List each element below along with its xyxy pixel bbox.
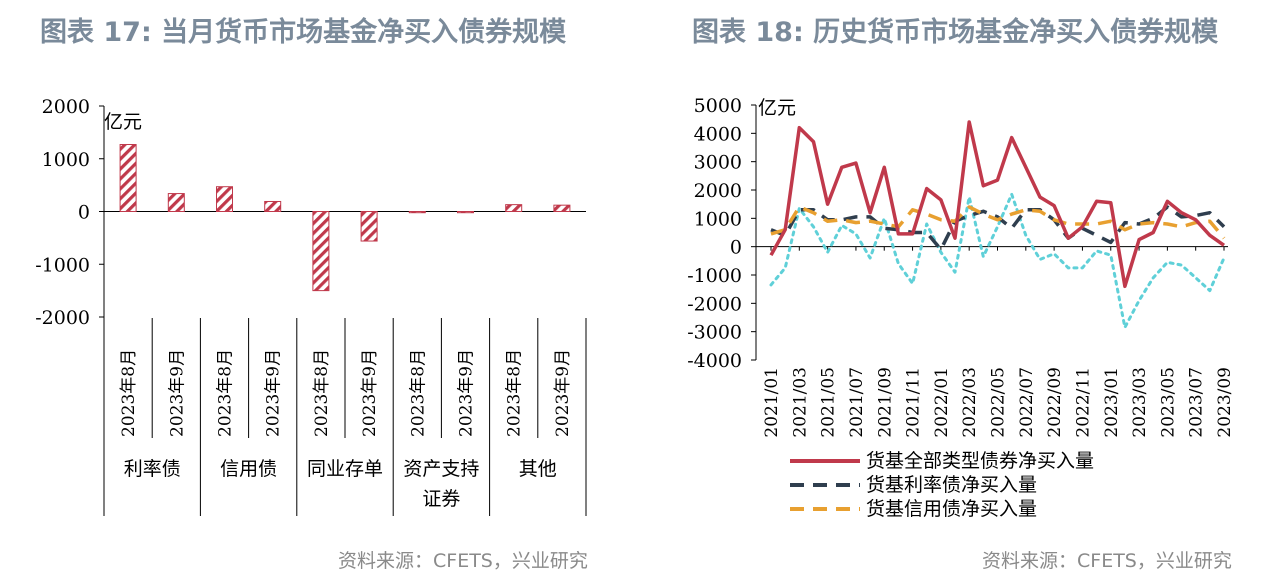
right-x-tick-label: 2022/09: [1045, 367, 1065, 438]
left-category-label: 2023年9月: [457, 349, 477, 437]
right-y-tick-label: -3000: [687, 322, 742, 344]
left-group-label: 证券: [422, 488, 460, 510]
right-x-tick-label: 2023/07: [1187, 367, 1207, 438]
right-y-tick-label: -2000: [687, 293, 742, 315]
right-x-tick-label: 2021/03: [790, 367, 810, 438]
right-y-tick-label: 0: [730, 237, 742, 259]
right-x-tick-label: 2022/05: [989, 367, 1009, 438]
left-category-label: 2023年9月: [360, 349, 380, 437]
left-category-label: 2023年9月: [553, 349, 573, 437]
right-x-tick-label: 2021/09: [875, 367, 895, 438]
left-bar: [505, 204, 523, 213]
left-bar: [553, 204, 571, 212]
left-category-label: 2023年8月: [119, 349, 139, 437]
left-y-tick-label: 0: [78, 202, 90, 224]
right-legend-label: 货基全部类型债券净买入量: [866, 450, 1094, 472]
left-group-label: 利率债: [124, 458, 181, 480]
left-y-tick-label: -2000: [35, 307, 90, 329]
right-series-line: [769, 192, 1226, 329]
right-x-tick-label: 2021/05: [819, 367, 839, 438]
right-legend-label: 货基信用债净买入量: [866, 498, 1037, 520]
left-category-label: 2023年9月: [167, 349, 187, 437]
left-bar: [457, 211, 474, 214]
right-x-tick-label: 2021/07: [847, 367, 867, 438]
left-category-label: 2023年8月: [408, 349, 428, 437]
left-bar: [312, 211, 330, 292]
right-series-line: [770, 205, 1226, 252]
left-category-label: 2023年9月: [264, 349, 284, 437]
left-category-label: 2023年8月: [505, 349, 525, 437]
left-y-tick-label: 1000: [42, 149, 90, 171]
right-x-tick-label: 2023/01: [1102, 367, 1122, 438]
right-x-tick-label: 2023/03: [1130, 367, 1150, 438]
right-chart-title: 图表 18: 历史货币市场基金净买入债券规模: [692, 17, 1219, 48]
left-category-label: 2023年8月: [216, 349, 236, 437]
left-group-label: 信用债: [220, 458, 277, 480]
right-series-line: [770, 205, 1226, 240]
left-bar: [408, 211, 426, 214]
right-y-tick-label: 1000: [694, 208, 742, 230]
right-source-note: 资料来源：CFETS，兴业研究: [982, 550, 1232, 572]
right-x-tick-label: 2021/11: [904, 367, 924, 438]
right-y-tick-label: 3000: [694, 152, 742, 174]
left-chart-title: 图表 17: 当月货币市场基金净买入债券规模: [40, 17, 567, 48]
left-group-label: 同业存单: [307, 458, 383, 480]
right-y-tick-label: -4000: [687, 350, 742, 372]
right-x-tick-label: 2022/03: [960, 367, 980, 438]
right-legend-label: 货基利率债净买入量: [866, 474, 1037, 496]
right-x-tick-label: 2022/01: [932, 367, 952, 438]
left-source-note: 资料来源：CFETS，兴业研究: [338, 550, 588, 572]
right-x-tick-label: 2021/01: [762, 367, 782, 438]
left-y-tick-label: -1000: [35, 254, 90, 276]
right-y-tick-label: -1000: [687, 265, 742, 287]
right-line-chart: 5000 4000 3000 2000 1000 0 -1000 -2000 -3000 -400…: [687, 95, 1235, 520]
left-bar: [167, 193, 185, 213]
right-series-line: [769, 120, 1226, 289]
left-bar: [216, 186, 233, 213]
right-x-tick-label: 2023/05: [1158, 367, 1178, 438]
left-group-label: 资产支持: [403, 458, 479, 480]
left-unit-label: 亿元: [104, 111, 142, 133]
right-x-tick-label: 2023/09: [1215, 367, 1235, 438]
right-y-tick-label: 2000: [694, 180, 742, 202]
left-bar: [264, 200, 282, 212]
right-y-tick-label: 5000: [694, 95, 742, 117]
right-x-tick-label: 2022/11: [1073, 367, 1093, 438]
left-bar: [360, 211, 378, 242]
right-unit-label: 亿元: [758, 97, 796, 119]
right-y-tick-label: 4000: [694, 123, 742, 145]
right-x-tick-label: 2022/07: [1017, 367, 1037, 438]
left-category-label: 2023年8月: [312, 349, 332, 437]
left-bar: [119, 144, 137, 213]
left-y-tick-label: 2000: [42, 96, 90, 118]
left-group-label: 其他: [519, 458, 557, 480]
